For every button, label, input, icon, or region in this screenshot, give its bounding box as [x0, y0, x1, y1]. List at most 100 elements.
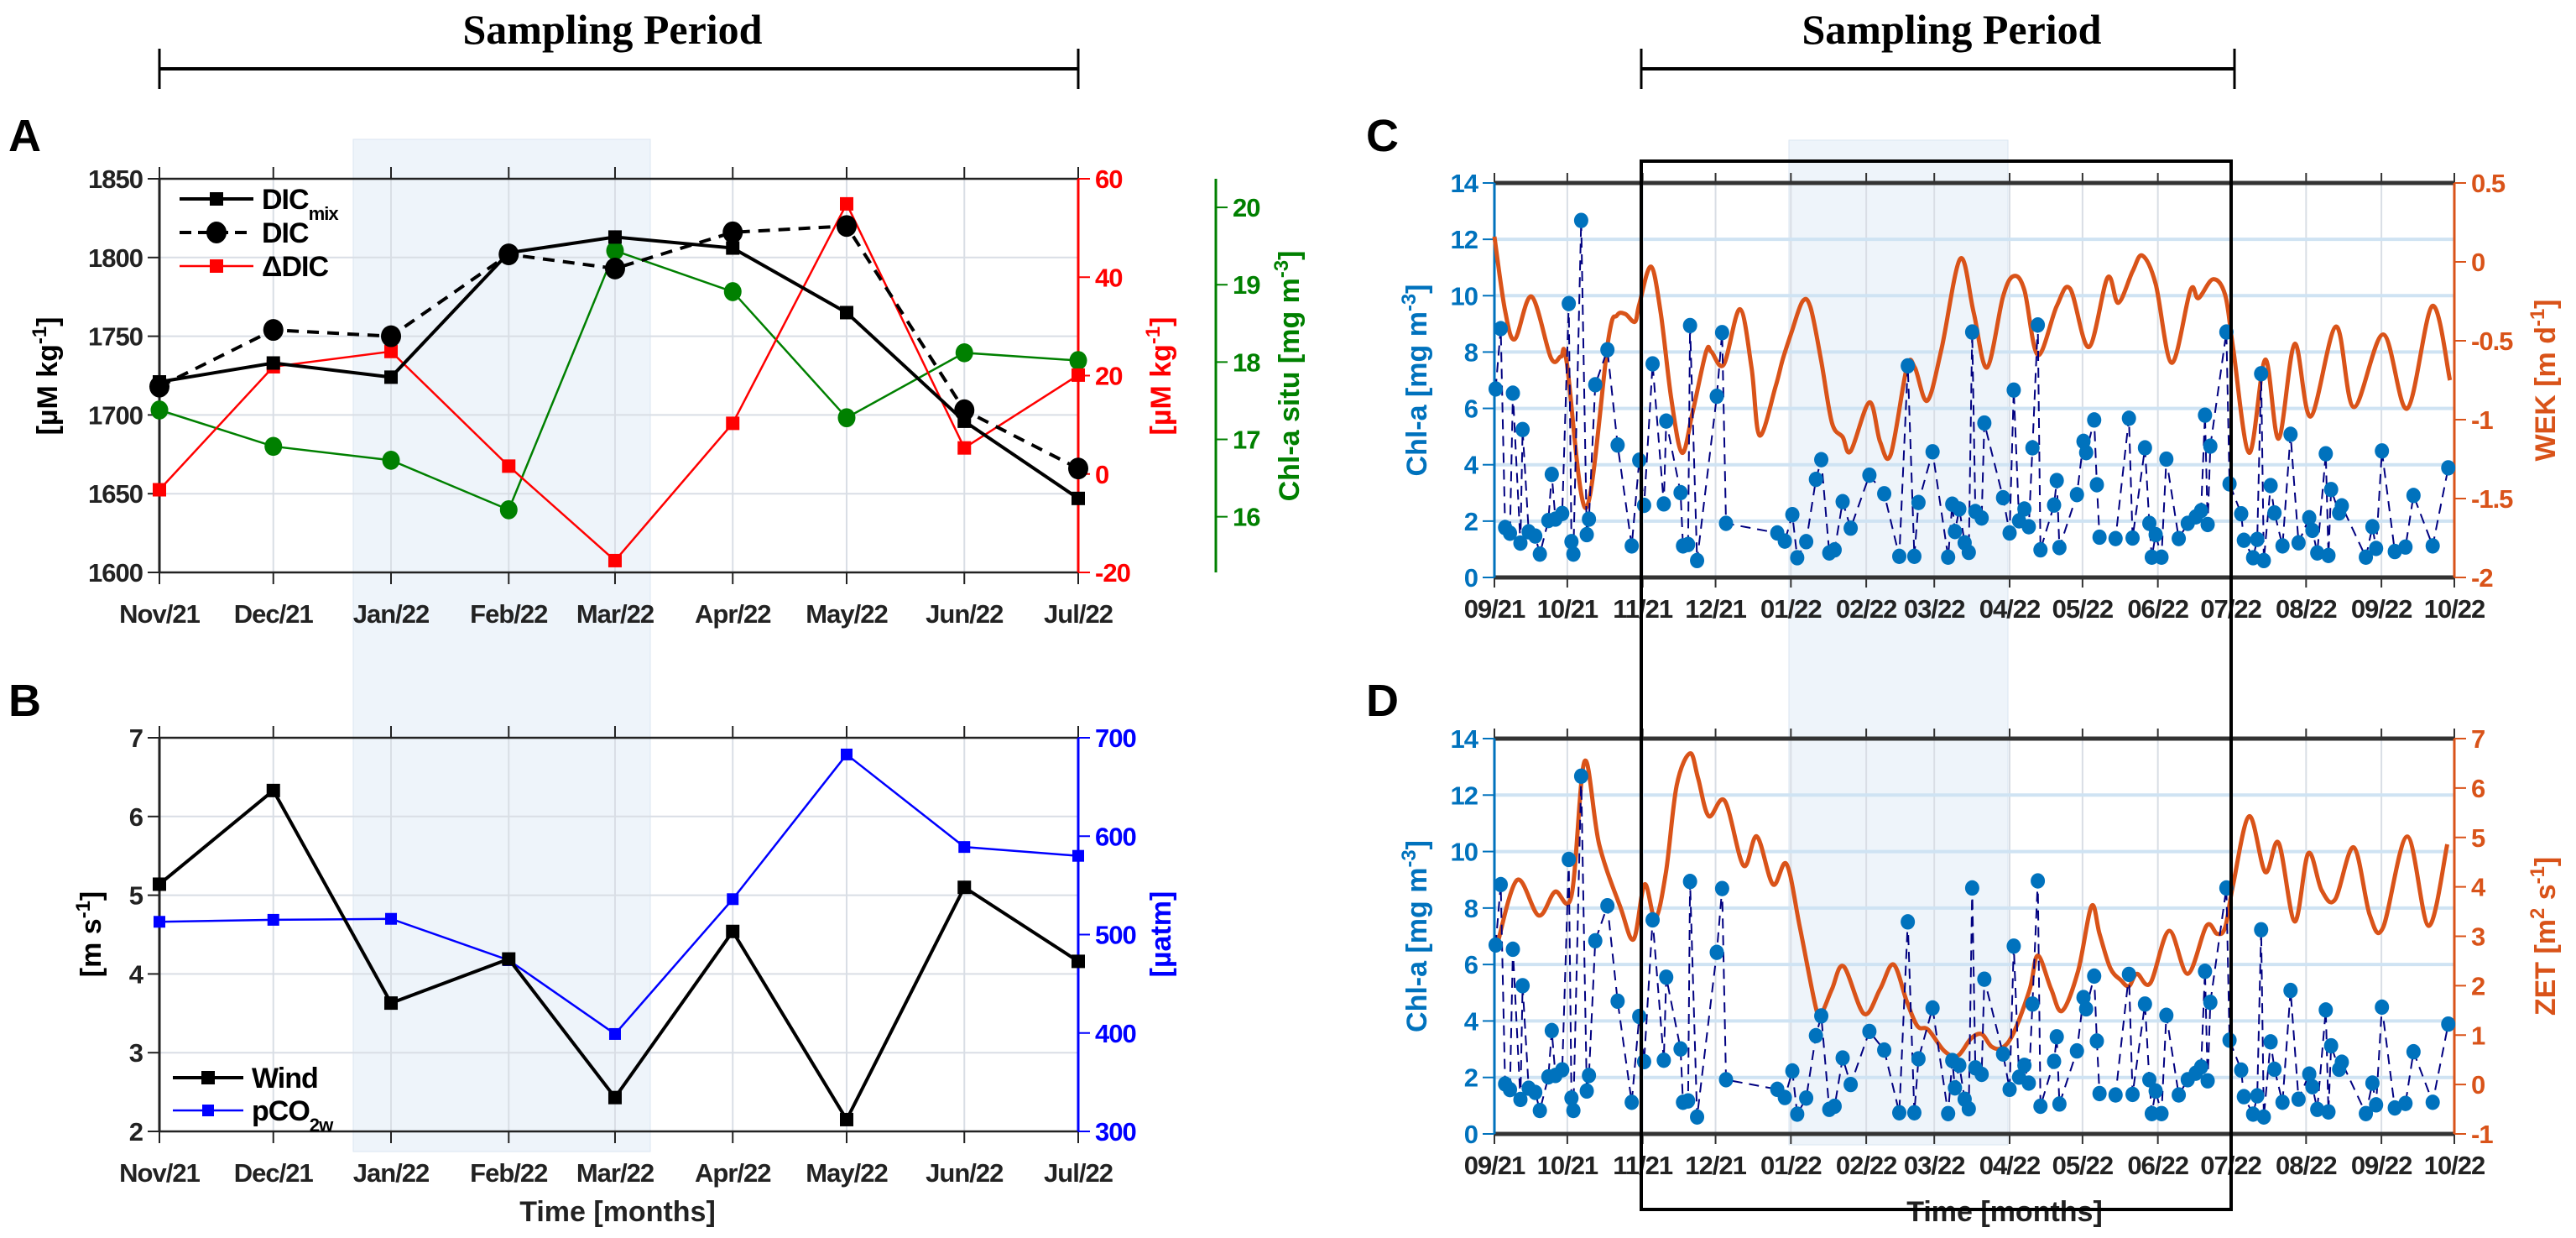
text-part: Jul/22 — [1044, 1158, 1113, 1188]
chl-a-point — [1948, 1079, 1963, 1096]
text-part: 09/21 — [1464, 594, 1525, 624]
chl-a-point — [2256, 552, 2271, 569]
chl-a-point — [1488, 937, 1503, 953]
data-point — [1072, 491, 1085, 505]
data-point — [722, 221, 743, 243]
chl-a-point — [1799, 534, 1814, 550]
chl-a-point — [2398, 1095, 2413, 1111]
chl-a-point — [1964, 880, 1979, 896]
text-part: 7 — [129, 723, 143, 753]
chl-a-point — [2236, 1089, 2251, 1105]
chl-a-point — [2406, 1043, 2421, 1060]
data-point — [384, 370, 399, 384]
highlight-period-ab — [352, 138, 651, 1152]
chl-a-point — [2078, 445, 2094, 461]
text-part: 6 — [1464, 950, 1478, 979]
chl-a-point — [2365, 519, 2380, 535]
chl-a-point — [2198, 964, 2213, 979]
superscript: 2 — [2526, 908, 2549, 919]
red-axis-tick-label: 20 — [1095, 362, 1122, 391]
chl-a-point — [1925, 1000, 1940, 1016]
left-axis-label: Chl-a [mg m-3] — [1398, 840, 1434, 1032]
chl-axis-tick-label: 0 — [1464, 1120, 1478, 1149]
text-part: May/22 — [806, 1158, 887, 1188]
chl-a-point — [1544, 466, 1559, 483]
chl-a-point — [1494, 876, 1509, 893]
blue-axis-tick-label: 600 — [1095, 822, 1136, 851]
data-point — [1068, 457, 1088, 480]
chl-axis-tick-label: 8 — [1464, 894, 1478, 923]
chl-a-point — [2142, 1072, 2157, 1088]
text-part: 09/22 — [2351, 1151, 2412, 1180]
text-part: [µM kg — [32, 344, 64, 435]
panel-b: Nov/21 Dec/21 Jan/22 Feb/22 Mar/22 Apr/22 May/… — [72, 723, 1178, 1228]
chl-a-point — [1505, 941, 1520, 958]
chl-a-point — [2198, 407, 2213, 423]
data-point — [154, 916, 165, 928]
data-point — [836, 215, 857, 238]
chl-a-point — [1952, 501, 1967, 517]
text-part: 09/22 — [2351, 594, 2412, 624]
left-axis-tick-label: 1800 — [88, 243, 143, 273]
chl-a-point — [1911, 494, 1926, 510]
left-axis-tick-label: 1650 — [88, 479, 143, 509]
data-point — [726, 924, 740, 938]
data-point — [727, 893, 739, 906]
x-tick-label: 08/22 — [2276, 1151, 2337, 1180]
text-part: 5 — [2471, 823, 2485, 853]
chl-a-point — [2052, 1096, 2067, 1112]
text-part: 12/21 — [1685, 1151, 1746, 1180]
chl-a-point — [2033, 1098, 2048, 1115]
text-part: Dec/21 — [234, 599, 314, 629]
text-part: 11/21 — [1613, 594, 1673, 624]
green-axis-label: Chl-a situ [mg m-3] — [1270, 251, 1306, 502]
text-part: 11/21 — [1613, 1151, 1673, 1180]
data-point — [150, 400, 169, 420]
chl-a-point — [1785, 1063, 1800, 1079]
chl-a-point — [2159, 451, 2174, 468]
legend-label: ΔDIC — [262, 251, 328, 283]
chl-a-point — [1808, 471, 1823, 488]
chl-a-point — [1579, 526, 1594, 543]
data-point — [267, 913, 279, 926]
text-part: 0 — [1464, 563, 1478, 593]
chl-a-point — [1843, 520, 1859, 536]
x-tick-label: 01/22 — [1760, 594, 1822, 624]
chl-a-point — [2047, 1053, 2062, 1069]
text-part: DIC — [262, 217, 309, 249]
right-sampling-bracket — [1640, 49, 2236, 89]
x-tick-label: 06/22 — [2127, 594, 2188, 624]
x-tick-label: 10/21 — [1537, 1151, 1598, 1180]
panel-label-c: C — [1366, 111, 1399, 161]
text-part: 16 — [1233, 503, 1260, 532]
chl-a-point — [1799, 1090, 1814, 1106]
chl-a-point — [1659, 413, 1674, 429]
left-axis-tick-label: 2 — [129, 1117, 143, 1147]
data-point — [606, 241, 624, 261]
chl-axis-tick-label: 14 — [1451, 169, 1479, 198]
zet-axis-tick-label: -1 — [2471, 1120, 2493, 1149]
chl-a-point — [1906, 1105, 1922, 1120]
chl-a-point — [1682, 874, 1697, 890]
chl-a-point — [1624, 538, 1640, 554]
x-tick-label: 10/21 — [1537, 594, 1598, 624]
text-part: Jul/22 — [1044, 599, 1113, 629]
chl-a-point — [1718, 515, 1734, 531]
text-part: 4 — [1464, 1006, 1479, 1036]
chl-a-point — [1901, 358, 1916, 374]
right-axis-label: WEK [m d-1] — [2526, 299, 2563, 461]
text-part: 01/22 — [1760, 594, 1822, 624]
text-part: pCO — [252, 1095, 310, 1127]
text-part: 05/22 — [2052, 594, 2114, 624]
chl-a-point — [2387, 543, 2402, 560]
chl-a-point — [1790, 550, 1805, 566]
chl-a-point — [1948, 524, 1963, 540]
x-tick-label: Feb/22 — [470, 1158, 547, 1188]
text-part: Dec/21 — [234, 1158, 314, 1188]
chl-a-point — [2245, 1106, 2261, 1122]
green-axis-tick-label: 18 — [1233, 347, 1260, 377]
legend-marker — [206, 222, 227, 243]
chl-a-point — [1843, 1076, 1859, 1093]
x-tick-label: 09/21 — [1464, 594, 1525, 624]
